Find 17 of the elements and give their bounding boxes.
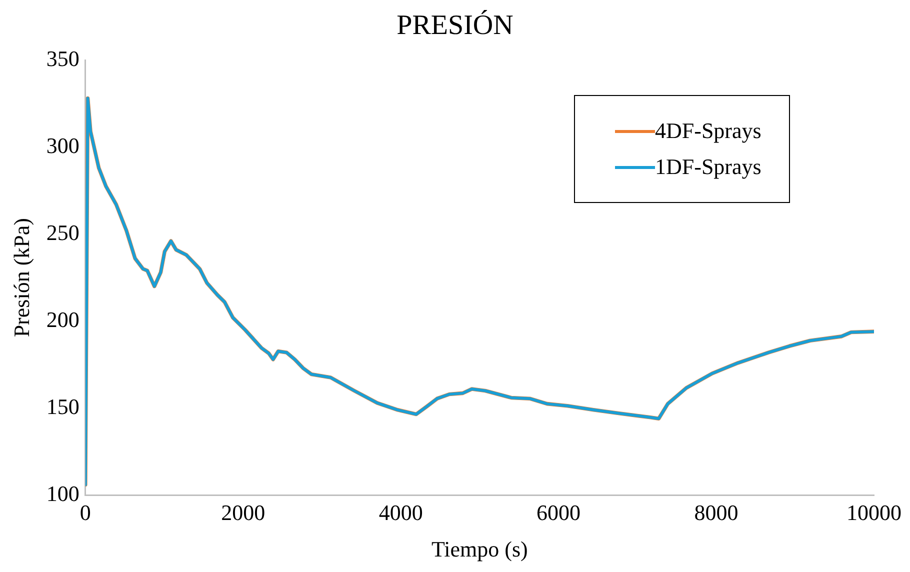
- y-tick-label: 350: [46, 46, 80, 71]
- x-tick-label: 10000: [846, 500, 902, 526]
- x-tick-label: 0: [80, 500, 91, 526]
- legend-label: 4DF-Sprays: [655, 118, 762, 144]
- y-axis-title: Presión (kPa): [8, 218, 34, 338]
- legend-label: 1DF-Sprays: [655, 154, 762, 180]
- x-tick-label: 4000: [378, 500, 423, 526]
- y-tick-label: 100: [46, 480, 80, 506]
- y-tick-label: 250: [46, 220, 80, 245]
- x-tick-label: 2000: [221, 500, 266, 526]
- y-tick-label: 200: [46, 306, 80, 332]
- x-tick-label: 6000: [536, 500, 581, 526]
- y-tick-label: 300: [46, 132, 80, 158]
- y-tick-label: 150: [46, 394, 80, 419]
- chart-title: PRESIÓN: [396, 10, 514, 42]
- x-axis-title: Tiempo (s): [432, 536, 528, 562]
- x-tick-label: 8000: [694, 500, 738, 526]
